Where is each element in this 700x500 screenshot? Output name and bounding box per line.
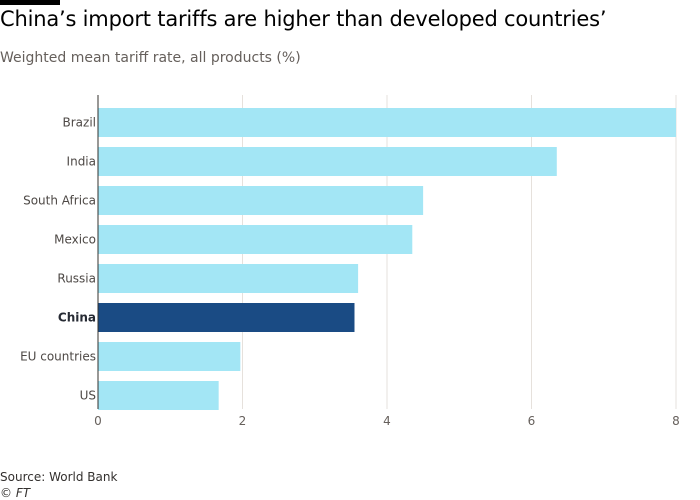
top-rule (0, 0, 60, 5)
bar-eu-countries (98, 342, 241, 371)
ft-credit: © FT (0, 486, 31, 500)
category-label: Mexico (54, 233, 96, 247)
chart-title: China’s import tariffs are higher than d… (0, 7, 607, 31)
bar-russia (98, 264, 359, 293)
bar-us (98, 381, 219, 410)
category-label: US (80, 389, 96, 403)
bar-chart: Brazil India South Africa Mexico Russia China… (20, 95, 680, 428)
category-label: EU countries (20, 350, 96, 364)
x-tick-label: 8 (672, 414, 680, 428)
x-tick-label: 2 (239, 414, 247, 428)
x-tick-label: 4 (383, 414, 391, 428)
x-tick-label: 0 (94, 414, 102, 428)
bar-china (98, 303, 355, 332)
category-label: Brazil (63, 116, 97, 130)
category-label: Russia (57, 272, 96, 286)
category-label: China (58, 311, 96, 325)
category-label: South Africa (23, 194, 96, 208)
bar-mexico (98, 225, 413, 254)
chart-subtitle: Weighted mean tariff rate, all products … (0, 50, 301, 66)
bar-brazil (98, 108, 676, 137)
x-tick-label: 6 (528, 414, 536, 428)
bar-india (98, 147, 557, 176)
bar-south-africa (98, 186, 424, 215)
category-label: India (67, 155, 96, 169)
source-note: Source: World Bank (0, 470, 118, 484)
